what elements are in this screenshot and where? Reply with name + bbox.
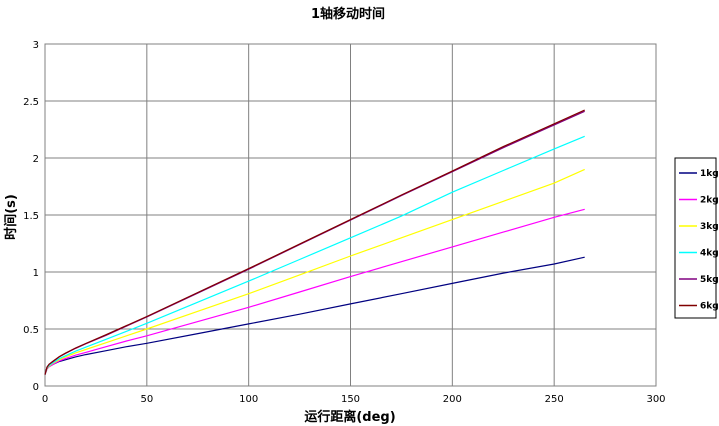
y-tick-label: 1 xyxy=(33,268,39,279)
x-tick-labels: 0 50 100 150 200 250 300 xyxy=(42,394,666,405)
legend: 1kg 2kg 3kg 4kg 5kg 6kg xyxy=(674,157,719,319)
y-tick-label: 2 xyxy=(33,154,39,165)
y-tick-label: 1.5 xyxy=(23,211,39,222)
chart-title: 1轴移动时间 xyxy=(311,6,385,22)
series-line-4kg xyxy=(44,135,585,375)
y-tick-label: 0.5 xyxy=(23,325,39,336)
y-axis-label: 时间(s) xyxy=(3,194,19,240)
x-tick-label: 200 xyxy=(443,394,462,405)
y-tick-labels: 0 0.5 1 1.5 2 2.5 3 xyxy=(23,40,39,393)
y-tick-label: 0 xyxy=(33,382,39,393)
y-tick-label: 2.5 xyxy=(23,97,39,108)
x-tick-label: 300 xyxy=(646,394,665,405)
series-line-6kg xyxy=(44,109,585,375)
legend-label-5kg: 5kg xyxy=(700,275,719,285)
legend-label-2kg: 2kg xyxy=(700,196,719,206)
x-tick-label: 150 xyxy=(341,394,360,405)
x-tick-label: 0 xyxy=(42,394,48,405)
series-line-2kg xyxy=(44,208,585,375)
x-axis-label: 运行距离(deg) xyxy=(304,409,395,425)
legend-items: 1kg 2kg 3kg 4kg 5kg 6kg xyxy=(679,169,719,312)
x-tick-label: 100 xyxy=(239,394,258,405)
legend-label-6kg: 6kg xyxy=(700,302,719,312)
legend-label-3kg: 3kg xyxy=(700,222,719,232)
y-tick-label: 3 xyxy=(33,40,39,51)
legend-label-4kg: 4kg xyxy=(700,249,719,259)
x-tick-label: 50 xyxy=(140,394,153,405)
legend-box xyxy=(674,157,717,319)
series-lines xyxy=(44,109,585,375)
legend-label-1kg: 1kg xyxy=(700,169,719,179)
x-tick-label: 250 xyxy=(545,394,564,405)
